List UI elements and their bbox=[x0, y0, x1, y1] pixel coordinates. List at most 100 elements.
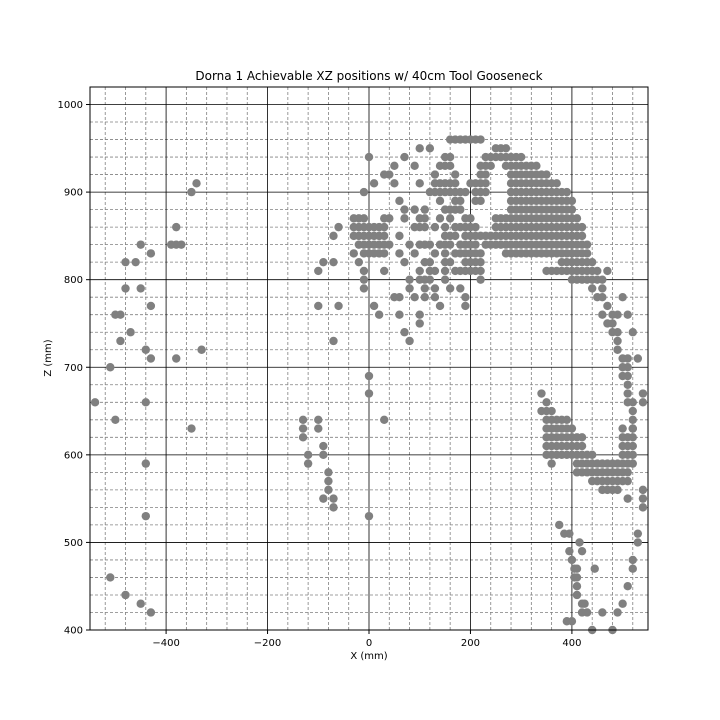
data-point bbox=[369, 179, 379, 188]
data-point bbox=[516, 152, 526, 162]
data-point bbox=[141, 398, 150, 407]
data-point bbox=[582, 240, 592, 249]
data-point bbox=[476, 257, 485, 267]
data-point bbox=[329, 503, 338, 512]
data-point bbox=[623, 582, 632, 591]
data-point bbox=[451, 179, 460, 188]
data-point bbox=[456, 196, 465, 206]
data-point bbox=[359, 187, 369, 197]
data-point bbox=[633, 529, 643, 538]
data-point bbox=[471, 240, 480, 249]
data-point bbox=[319, 257, 328, 267]
data-point bbox=[106, 363, 115, 372]
y-tick-label: 400 bbox=[64, 626, 83, 637]
data-point bbox=[334, 222, 343, 232]
data-point bbox=[131, 257, 140, 267]
data-point bbox=[623, 476, 632, 486]
x-axis-ticks: −400 −200 0 200 400 bbox=[152, 630, 581, 649]
data-point bbox=[319, 441, 328, 451]
data-point bbox=[146, 249, 156, 258]
data-point bbox=[440, 275, 450, 284]
data-point bbox=[476, 196, 485, 206]
data-point bbox=[334, 301, 343, 311]
data-point bbox=[369, 301, 379, 311]
data-point bbox=[628, 328, 637, 337]
data-point bbox=[111, 415, 120, 425]
data-point bbox=[329, 257, 338, 267]
data-point bbox=[359, 214, 369, 223]
data-point bbox=[395, 249, 404, 258]
data-point bbox=[298, 433, 308, 442]
data-point bbox=[141, 511, 150, 521]
data-point bbox=[456, 205, 465, 214]
data-point bbox=[430, 222, 440, 232]
data-point bbox=[623, 310, 632, 319]
data-point bbox=[628, 398, 637, 407]
data-point bbox=[582, 249, 592, 258]
data-point bbox=[430, 266, 440, 276]
data-point bbox=[603, 301, 612, 311]
data-point bbox=[638, 485, 648, 495]
data-point bbox=[415, 319, 424, 328]
data-point bbox=[400, 205, 409, 214]
data-point bbox=[451, 170, 460, 179]
data-point bbox=[364, 371, 374, 381]
data-point bbox=[405, 336, 414, 346]
data-point bbox=[430, 292, 440, 302]
data-point bbox=[90, 398, 100, 407]
data-point bbox=[177, 240, 186, 249]
data-point bbox=[405, 240, 414, 249]
data-point bbox=[445, 214, 455, 223]
data-point bbox=[623, 494, 632, 503]
data-point bbox=[400, 214, 409, 223]
chart-title: Dorna 1 Achievable XZ positions w/ 40cm … bbox=[195, 69, 542, 83]
data-point bbox=[136, 599, 145, 608]
data-point bbox=[613, 608, 622, 617]
data-point bbox=[628, 450, 637, 460]
y-tick-label: 800 bbox=[64, 275, 83, 286]
data-point bbox=[445, 257, 455, 267]
data-point bbox=[567, 205, 577, 214]
data-point bbox=[471, 222, 480, 232]
data-point bbox=[192, 179, 201, 188]
data-point bbox=[146, 354, 156, 363]
data-point bbox=[623, 468, 632, 477]
data-point bbox=[400, 257, 409, 267]
data-point bbox=[136, 240, 145, 249]
data-point bbox=[565, 529, 574, 538]
data-point bbox=[126, 328, 135, 337]
data-point bbox=[385, 214, 394, 223]
data-point bbox=[567, 196, 577, 206]
data-point bbox=[628, 459, 637, 468]
y-tick-label: 900 bbox=[64, 188, 83, 199]
data-point bbox=[481, 170, 490, 179]
data-point bbox=[420, 214, 429, 223]
data-point bbox=[582, 608, 592, 617]
x-tick-label: 200 bbox=[461, 638, 480, 649]
data-point bbox=[359, 266, 369, 276]
data-point bbox=[410, 161, 419, 171]
data-point bbox=[588, 450, 597, 460]
data-point bbox=[461, 301, 470, 311]
data-point bbox=[552, 179, 561, 188]
data-point bbox=[364, 511, 374, 521]
x-axis-title: X (mm) bbox=[350, 651, 387, 662]
data-point bbox=[420, 222, 429, 232]
data-point bbox=[598, 608, 607, 617]
data-point bbox=[116, 336, 125, 346]
x-tick-label: 0 bbox=[366, 638, 372, 649]
data-point bbox=[410, 249, 419, 258]
x-tick-label: −400 bbox=[152, 638, 179, 649]
data-point bbox=[577, 433, 587, 442]
data-point bbox=[141, 459, 150, 468]
data-point bbox=[623, 363, 632, 372]
data-point bbox=[476, 249, 485, 258]
y-tick-label: 500 bbox=[64, 538, 83, 549]
data-point bbox=[298, 415, 308, 425]
data-point bbox=[486, 161, 495, 171]
data-point bbox=[415, 310, 424, 319]
data-point bbox=[146, 301, 156, 311]
data-point bbox=[380, 231, 389, 241]
data-point bbox=[588, 257, 597, 267]
